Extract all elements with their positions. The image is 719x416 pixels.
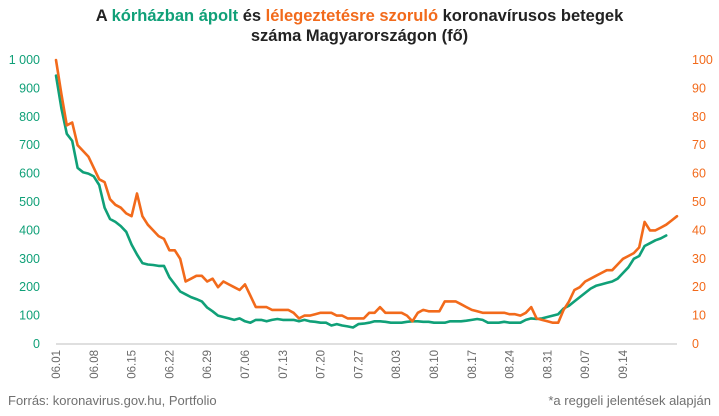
x-tick-label: 07.13 — [278, 350, 290, 379]
x-tick-label: 09.07 — [580, 350, 592, 379]
x-tick-label: 08.17 — [467, 350, 479, 379]
x-tick-label: 06.08 — [89, 350, 101, 379]
y-right-tick-label: 40 — [692, 223, 706, 237]
y-right-tick-label: 30 — [692, 252, 706, 266]
title-ventilated: lélegeztetésre szoruló — [265, 7, 439, 25]
chart-title: A kórházban ápolt és lélegeztetésre szor… — [0, 6, 719, 46]
y-right-tick-label: 70 — [692, 138, 706, 152]
y-left-tick-label: 1 000 — [9, 53, 40, 67]
x-tick-label: 07.27 — [353, 350, 365, 379]
y-left-tick-label: 400 — [19, 223, 40, 237]
y-right-tick-label: 90 — [692, 81, 706, 95]
x-tick-label: 08.03 — [391, 350, 403, 379]
title-line2: száma Magyarországon (fő) — [250, 27, 469, 45]
x-tick-label: 09.14 — [618, 349, 630, 378]
x-tick-label: 07.06 — [240, 350, 252, 379]
y-left-tick-label: 200 — [19, 280, 40, 294]
x-tick-label: 06.15 — [127, 350, 139, 379]
y-left-tick-label: 300 — [19, 252, 40, 266]
y-left-tick-label: 800 — [19, 110, 40, 124]
x-tick-label: 06.22 — [164, 350, 176, 379]
title-part2: és — [238, 7, 266, 25]
title-hospitalized: kórházban ápolt — [111, 7, 239, 25]
y-right-tick-label: 10 — [692, 309, 706, 323]
y-right-tick-label: 20 — [692, 280, 706, 294]
x-tick-label: 06.01 — [51, 350, 63, 379]
y-left-tick-label: 700 — [19, 138, 40, 152]
y-right-tick-label: 60 — [692, 167, 706, 181]
x-tick-label: 07.20 — [316, 350, 328, 379]
series-line-ventilated — [54, 58, 679, 325]
x-tick-label: 06.29 — [202, 350, 214, 379]
x-tick-label: 08.10 — [429, 350, 441, 379]
y-right-tick-label: 50 — [692, 195, 706, 209]
title-part1: A — [95, 7, 112, 25]
source-note: Forrás: koronavirus.gov.hu, Portfolio — [8, 393, 217, 408]
x-tick-label: 08.31 — [542, 350, 554, 379]
y-left-tick-label: 500 — [19, 195, 40, 209]
x-tick-label: 08.24 — [505, 349, 517, 378]
footnote: *a reggeli jelentések alapján — [548, 393, 711, 408]
y-left-tick-label: 900 — [19, 81, 40, 95]
y-left-tick-label: 600 — [19, 167, 40, 181]
y-right-tick-label: 0 — [692, 337, 699, 351]
title-part3: koronavírusos betegek — [438, 7, 624, 25]
y-right-tick-label: 100 — [692, 53, 713, 67]
y-left-tick-label: 0 — [33, 337, 40, 351]
y-right-tick-label: 80 — [692, 110, 706, 124]
y-left-tick-label: 100 — [19, 309, 40, 323]
